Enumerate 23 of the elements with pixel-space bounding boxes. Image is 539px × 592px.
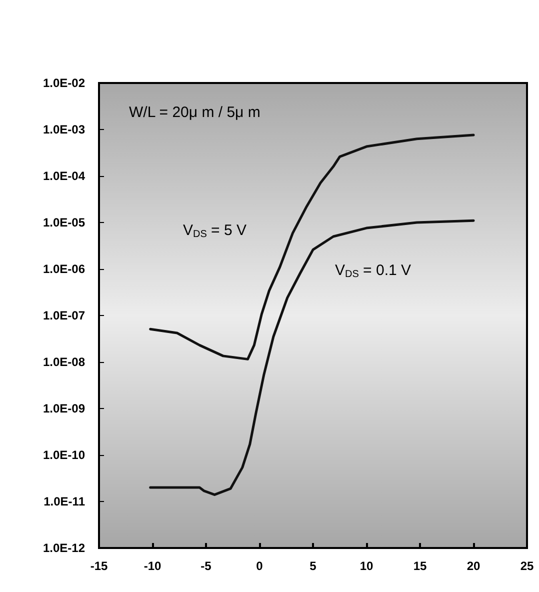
x-tick-label: 10 (360, 559, 374, 573)
x-tick-label: 0 (256, 559, 264, 573)
y-tick-label: 1.0E-07 (42, 308, 86, 322)
y-tick-label: 1.0E-05 (42, 216, 86, 230)
y-tick-label: 1.0E-04 (42, 169, 86, 183)
line-series (149, 219, 475, 496)
line-series (149, 134, 475, 360)
x-tick-label: -10 (144, 559, 162, 573)
y-tick-label: 1.0E-06 (42, 262, 86, 276)
y-tick-label: 1.0E-12 (42, 541, 86, 555)
x-tick-label: -15 (90, 559, 108, 573)
y-tick-label: 1.0E-03 (42, 122, 86, 136)
x-tick-label: -5 (200, 559, 212, 573)
x-tick-label: 20 (466, 559, 480, 573)
y-tick-label: 1.0E-11 (44, 494, 86, 508)
x-tick-label: 15 (413, 559, 427, 573)
x-tick-label: 25 (520, 559, 534, 573)
y-tick-label: 1.0E-08 (42, 355, 86, 369)
annotation: W/L = 20μ m / 5μ m (129, 104, 260, 121)
x-tick-label: 5 (310, 559, 317, 573)
y-tick-label: 1.0E-09 (42, 402, 86, 416)
y-tick-label: 1.0E-10 (42, 448, 86, 462)
y-tick-label: 1.0E-02 (42, 76, 86, 90)
